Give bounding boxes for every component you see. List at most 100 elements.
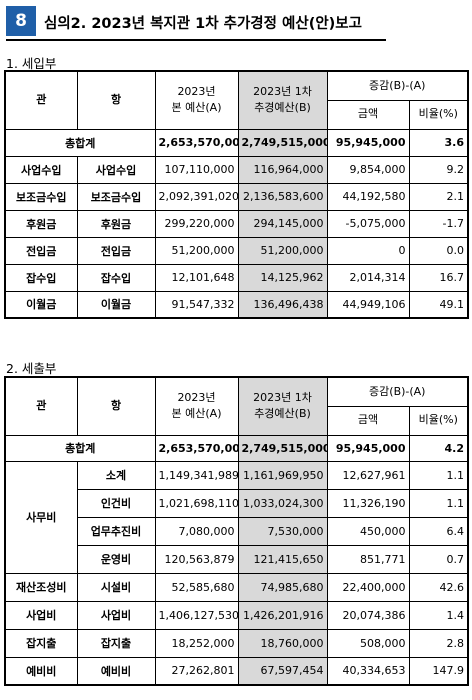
col-ratio: 비율(%) [408,99,469,130]
ratio-cell: 2.1 [408,182,469,211]
amount-cell: 9,854,000 [326,155,410,184]
gwan-cell: 이월금 [4,290,78,319]
amount-cell: 0 [326,236,410,265]
total-budget: 2,653,570,000 [154,434,239,462]
col-revised-line2: 추경예산(B) [254,407,311,421]
revised-cell: 1,161,969,950 [237,460,328,490]
ratio-cell: -1.7 [408,209,469,238]
col-gwan: 관 [4,70,78,130]
amount-cell: 40,334,653 [326,656,410,686]
revised-cell: 74,985,680 [237,572,328,602]
col-revised-line1: 2023년 1차 [253,390,312,404]
ratio-cell: 0.7 [408,544,469,574]
ratio-cell: 16.7 [408,263,469,292]
ratio-cell: 49.1 [408,290,469,319]
ratio-cell: 42.6 [408,572,469,602]
ratio-cell: 147.9 [408,656,469,686]
amount-cell: 22,400,000 [326,572,410,602]
income-header-row: 관 항 2023년 본 예산(A) 2023년 1차 추경예산(B) 증감(B)… [4,70,469,130]
gwan-cell: 보조금수입 [4,182,78,211]
gwan-cell: 후원금 [4,209,78,238]
table-row: 사업수입 사업수입 107,110,000 116,964,000 9,854,… [4,155,469,184]
hang-cell: 전입금 [76,236,156,265]
ratio-cell: 1.1 [408,488,469,518]
budget-cell: 2,092,391,020 [154,182,239,211]
hang-cell: 시설비 [76,572,156,602]
revised-cell: 136,496,438 [237,290,328,319]
table-row: 잡수입 잡수입 12,101,648 14,125,962 2,014,314 … [4,263,469,292]
hang-cell: 업무추진비 [76,516,156,546]
table-row: 사업비 사업비 1,406,127,530 1,426,201,916 20,0… [4,600,469,630]
col-ratio: 비율(%) [408,405,469,436]
total-ratio: 3.6 [408,128,469,157]
amount-cell: 11,326,190 [326,488,410,518]
title-underline [6,39,386,41]
hang-cell: 후원금 [76,209,156,238]
col-amount: 금액 [326,405,410,436]
revised-cell: 1,033,024,300 [237,488,328,518]
col-budget: 2023년 본 예산(A) [154,70,239,130]
budget-cell: 51,200,000 [154,236,239,265]
col-diff: 증감(B)-(A) [326,376,469,407]
revised-cell: 14,125,962 [237,263,328,292]
col-hang: 항 [76,376,156,436]
gwan-cell: 사무비 [4,460,78,574]
table-row: 예비비 예비비 27,262,801 67,597,454 40,334,653… [4,656,469,686]
revised-cell: 116,964,000 [237,155,328,184]
ratio-cell: 1.1 [408,460,469,490]
revised-cell: 294,145,000 [237,209,328,238]
revised-cell: 18,760,000 [237,628,328,658]
col-budget-line2: 본 예산(A) [171,407,222,421]
amount-cell: 12,627,961 [326,460,410,490]
hang-cell: 잡수입 [76,263,156,292]
total-revised: 2,749,515,000 [237,128,328,157]
amount-cell: 450,000 [326,516,410,546]
col-revised-line1: 2023년 1차 [253,84,312,98]
total-label: 총합계 [4,434,156,462]
revised-cell: 121,415,650 [237,544,328,574]
table-row: 인건비 1,021,698,110 1,033,024,300 11,326,1… [5,488,469,518]
col-revised: 2023년 1차 추경예산(B) [237,376,328,436]
ratio-cell: 0.0 [408,236,469,265]
total-ratio: 4.2 [408,434,469,462]
budget-cell: 18,252,000 [154,628,239,658]
col-hang: 항 [76,70,156,130]
document-title: 심의2. 2023년 복지관 1차 추가경정 예산(안)보고 [44,16,362,32]
budget-cell: 12,101,648 [154,263,239,292]
col-budget: 2023년 본 예산(A) [154,376,239,436]
revised-cell: 67,597,454 [237,656,328,686]
amount-cell: 508,000 [326,628,410,658]
table-row: 보조금수입 보조금수입 2,092,391,020 2,136,583,600 … [4,182,469,211]
hang-cell: 인건비 [76,488,156,518]
gwan-cell: 예비비 [4,656,78,686]
total-budget: 2,653,570,000 [154,128,239,157]
expense-header-row: 관 항 2023년 본 예산(A) 2023년 1차 추경예산(B) 증감(B)… [4,376,469,436]
ratio-cell: 2.8 [408,628,469,658]
total-label: 총합계 [4,128,156,157]
table-row: 사무비 소계 1,149,341,989 1,161,969,950 12,62… [4,460,469,574]
budget-cell: 52,585,680 [154,572,239,602]
table-row: 이월금 이월금 91,547,332 136,496,438 44,949,10… [4,290,469,319]
hang-cell: 운영비 [76,544,156,574]
revised-cell: 7,530,000 [237,516,328,546]
gwan-cell: 잡지출 [4,628,78,658]
total-revised: 2,749,515,000 [237,434,328,462]
hang-cell: 잡지출 [76,628,156,658]
revised-cell: 51,200,000 [237,236,328,265]
gwan-cell: 사업비 [4,600,78,630]
total-amount: 95,945,000 [326,128,410,157]
amount-cell: -5,075,000 [326,209,410,238]
hang-cell: 이월금 [76,290,156,319]
expense-table: 관 항 2023년 본 예산(A) 2023년 1차 추경예산(B) 증감(B)… [4,376,470,686]
gwan-cell: 전입금 [4,236,78,265]
budget-cell: 1,149,341,989 [154,460,239,490]
col-budget-line1: 2023년 [177,390,216,404]
hang-cell: 예비비 [76,656,156,686]
document-header: 8 심의2. 2023년 복지관 1차 추가경정 예산(안)보고 [6,6,386,41]
revised-cell: 1,426,201,916 [237,600,328,630]
amount-cell: 2,014,314 [326,263,410,292]
col-revised: 2023년 1차 추경예산(B) [237,70,328,130]
expense-section-title: 2. 세출부 [6,361,57,376]
table-row: 재산조성비 시설비 52,585,680 74,985,680 22,400,0… [4,572,469,602]
amount-cell: 851,771 [326,544,410,574]
